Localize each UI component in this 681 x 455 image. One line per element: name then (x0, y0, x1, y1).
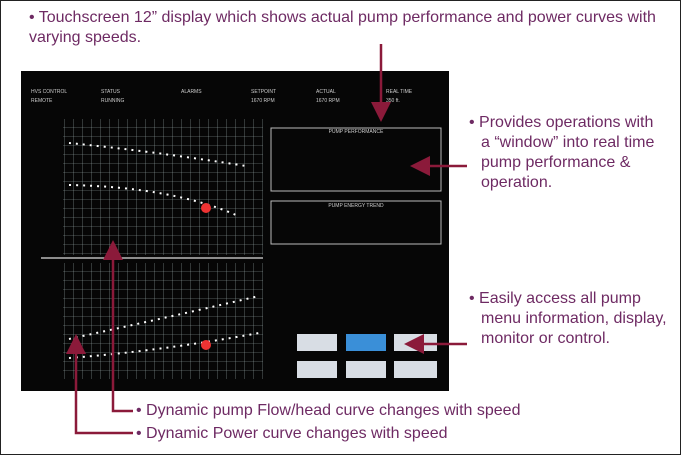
button[interactable] (297, 334, 337, 351)
operating-point (201, 340, 211, 350)
screen-header: HVS CONTROL (31, 89, 67, 95)
button[interactable] (346, 361, 386, 378)
power-grid (63, 263, 263, 379)
screen-header: RUNNING (101, 98, 124, 104)
button[interactable] (394, 334, 437, 351)
screen-header: STATUS (101, 89, 121, 95)
screen-header: ACTUAL (316, 89, 336, 95)
screen-header: REAL TIME (386, 89, 413, 95)
callout: • Dynamic Power curve changes with speed (136, 424, 448, 444)
callout: • Easily access all pump menu informatio… (469, 289, 681, 349)
callout: • Provides operations with a “window” in… (469, 113, 661, 193)
screen-header: 350 ft. (386, 98, 400, 104)
flow-head-grid (63, 119, 263, 255)
screen-header: ALARMS (181, 89, 202, 95)
callout: • Touchscreen 12” display which shows ac… (29, 8, 669, 48)
operating-point (201, 203, 211, 213)
screen-header: 1670 RPM (251, 98, 275, 104)
figure: HVS CONTROL STATUS ALARMS SETPOINT ACTUAL REA… (1, 1, 680, 454)
button[interactable] (394, 361, 437, 378)
callout: • Dynamic pump Flow/head curve changes w… (136, 401, 520, 421)
screen-header: 1670 RPM (316, 98, 340, 104)
panel-title: PUMP PERFORMANCE (329, 129, 384, 135)
page: HVS CONTROL STATUS ALARMS SETPOINT ACTUAL REA… (0, 0, 681, 455)
panel-title: PUMP ENERGY TREND (328, 203, 384, 209)
button[interactable] (297, 361, 337, 378)
screen-header: REMOTE (31, 98, 53, 104)
button[interactable] (346, 334, 386, 351)
screen-header: SETPOINT (251, 89, 276, 95)
